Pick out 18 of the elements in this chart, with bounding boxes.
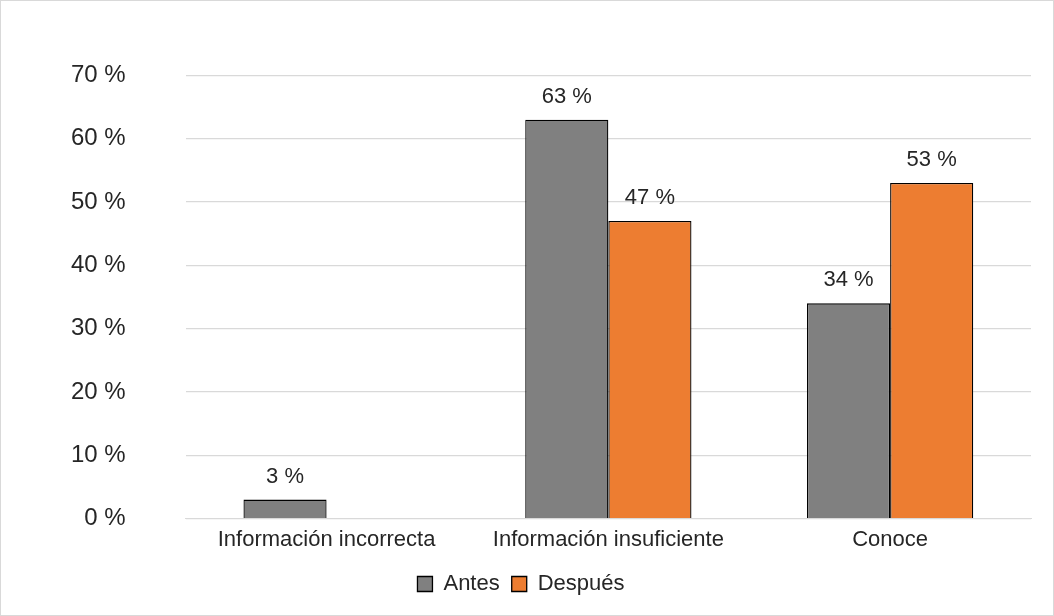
legend-label: Después bbox=[537, 570, 625, 596]
data-label: 47 % bbox=[624, 184, 675, 210]
y-tick-label: 40 % bbox=[71, 249, 126, 277]
x-tick-label: Información insuficiente bbox=[492, 525, 724, 551]
x-tick-label: Conoce bbox=[852, 525, 929, 551]
data-label: 34 % bbox=[823, 266, 874, 292]
x-tick-label: Información incorrecta bbox=[217, 525, 437, 551]
data-label: 53 % bbox=[906, 146, 957, 172]
data-label: 3 % bbox=[266, 462, 304, 488]
y-tick-label: 70 % bbox=[71, 60, 126, 88]
legend-label: Antes bbox=[443, 570, 500, 596]
y-tick-label: 20 % bbox=[71, 376, 126, 404]
y-tick-label: 30 % bbox=[71, 313, 126, 341]
y-tick-label: 50 % bbox=[71, 186, 126, 214]
y-tick-label: 60 % bbox=[71, 123, 126, 151]
y-tick-label: 0 % bbox=[84, 503, 126, 531]
data-label: 63 % bbox=[541, 82, 592, 108]
y-tick-label: 10 % bbox=[71, 439, 126, 467]
